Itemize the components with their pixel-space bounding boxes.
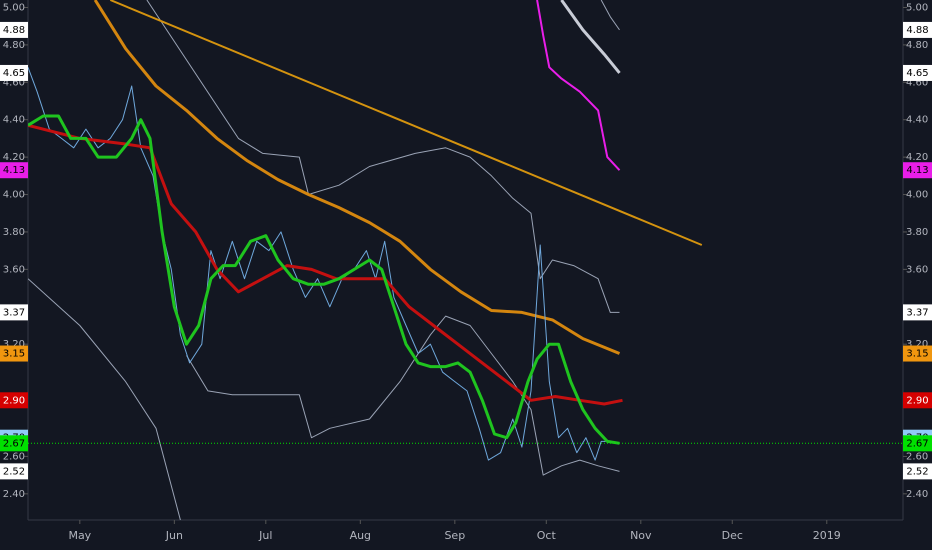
price-label: 2.67 <box>3 438 25 449</box>
price-label: 4.65 <box>3 68 25 79</box>
y-tick-label: 3.60 <box>906 264 928 275</box>
x-tick-label: Dec <box>722 529 743 542</box>
series-line <box>28 67 611 461</box>
x-tick-label: Sep <box>444 529 465 542</box>
y-tick-label: 3.20 <box>906 339 928 350</box>
series-line <box>146 0 620 313</box>
y-tick-label: 4.00 <box>906 190 928 201</box>
price-label-box <box>0 304 28 321</box>
series-line <box>28 123 623 406</box>
y-tick-label: 3.80 <box>3 227 25 238</box>
price-label: 2.90 <box>3 395 25 406</box>
y-tick-label: 5.00 <box>3 2 25 13</box>
y-tick-label: 2.60 <box>3 451 25 462</box>
price-label-box <box>903 162 932 179</box>
x-tick-label: Oct <box>537 529 557 542</box>
price-label-box <box>0 463 28 480</box>
y-tick-label: 4.20 <box>906 152 928 163</box>
y-tick-label: 4.20 <box>3 152 25 163</box>
series-line <box>536 0 621 171</box>
price-label-box <box>903 64 932 81</box>
price-label-box <box>903 435 932 452</box>
price-label: 2.52 <box>3 466 25 477</box>
price-label-box <box>0 21 28 38</box>
price-label: 4.65 <box>906 68 928 79</box>
price-label: 2.52 <box>906 466 928 477</box>
price-label: 4.88 <box>906 25 928 36</box>
price-label: 2.90 <box>906 395 928 406</box>
y-tick-label: 2.60 <box>906 451 928 462</box>
price-label-box <box>0 345 28 362</box>
price-label: 3.37 <box>3 307 25 318</box>
x-tick-label: Nov <box>630 529 652 542</box>
series-line <box>28 114 620 445</box>
y-tick-label: 3.80 <box>906 227 928 238</box>
y-tick-label: 4.40 <box>3 115 25 126</box>
y-tick-label: 4.80 <box>3 40 25 51</box>
x-tick-label: Aug <box>350 529 371 542</box>
x-tick-label: 2019 <box>813 529 841 542</box>
price-label-box <box>0 64 28 81</box>
y-tick-label: 4.80 <box>906 40 928 51</box>
x-tick-label: Jun <box>165 529 183 542</box>
price-label: 3.37 <box>906 307 928 318</box>
y-tick-label: 5.00 <box>906 2 928 13</box>
y-tick-label: 3.20 <box>3 339 25 350</box>
y-tick-label: 2.40 <box>3 489 25 500</box>
price-label: 3.15 <box>906 349 928 360</box>
series-line <box>93 0 621 355</box>
x-tick-label: May <box>68 529 91 542</box>
series-line <box>28 278 181 520</box>
series-line <box>186 315 620 476</box>
price-label: 2.67 <box>906 438 928 449</box>
y-tick-label: 2.40 <box>906 489 928 500</box>
price-label: 4.13 <box>3 165 25 176</box>
price-label-box <box>903 392 932 409</box>
price-label: 4.13 <box>906 165 928 176</box>
price-label: 4.88 <box>3 25 25 36</box>
price-label-box <box>0 435 28 452</box>
price-label-box <box>0 392 28 409</box>
series-line <box>560 0 621 74</box>
price-label-box <box>903 21 932 38</box>
price-label-box <box>903 304 932 321</box>
price-label-box <box>903 345 932 362</box>
y-tick-label: 4.60 <box>906 77 928 88</box>
y-tick-label: 4.00 <box>3 190 25 201</box>
x-tick-label: Jul <box>258 529 272 542</box>
y-tick-label: 4.40 <box>906 115 928 126</box>
price-label-box <box>903 463 932 480</box>
price-label: 3.15 <box>3 349 25 360</box>
y-tick-label: 3.60 <box>3 264 25 275</box>
price-label-box <box>0 162 28 179</box>
y-tick-label: 4.60 <box>3 77 25 88</box>
series-line <box>109 0 703 246</box>
series-line <box>600 0 620 31</box>
